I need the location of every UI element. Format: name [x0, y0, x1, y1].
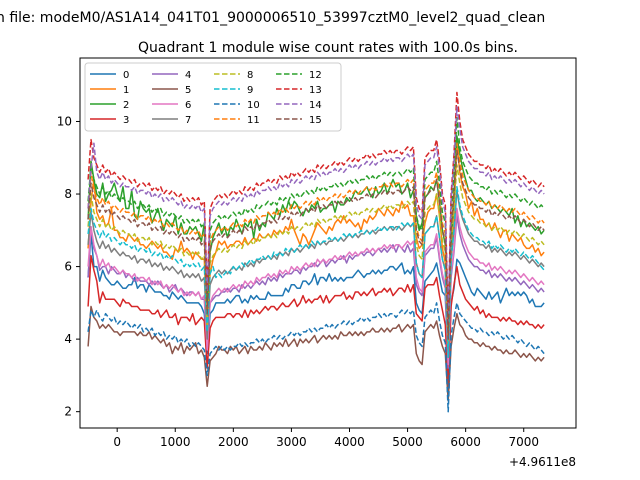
- legend-label-13: 13: [309, 85, 322, 96]
- y-axis: 2 4 6 8 10: [57, 114, 80, 419]
- series-line-15: [87, 149, 545, 340]
- legend-label-6: 6: [185, 100, 191, 111]
- series-line-5: [87, 305, 545, 402]
- legend-label-8: 8: [247, 70, 253, 81]
- series-line-1: [87, 142, 545, 359]
- legend-label-14: 14: [309, 100, 322, 111]
- legend-label-15: 15: [309, 115, 322, 126]
- series-line-7: [87, 189, 545, 359]
- y-tick-label: 4: [64, 332, 72, 346]
- x-axis: 0 1000 2000 3000 4000 5000 6000 7000: [113, 428, 539, 449]
- series-line-3: [87, 254, 545, 391]
- legend-label-9: 9: [247, 85, 253, 96]
- legend-label-4: 4: [185, 70, 191, 81]
- series-line-6: [87, 207, 545, 366]
- legend-label-11: 11: [247, 115, 260, 126]
- series-line-10: [87, 302, 545, 413]
- series-line-13: [87, 91, 545, 319]
- axes-frame: [79, 57, 577, 429]
- series-line-12: [87, 117, 545, 329]
- series-line-14: [87, 106, 545, 322]
- x-tick-label: 5000: [392, 435, 423, 449]
- legend-label-10: 10: [247, 100, 260, 111]
- x-tick-label: 4000: [334, 435, 365, 449]
- legend-label-2: 2: [123, 100, 129, 111]
- series-line-8: [87, 164, 545, 348]
- legend-label-12: 12: [309, 70, 322, 81]
- x-tick-label: 7000: [508, 435, 539, 449]
- x-tick-label: 3000: [276, 435, 307, 449]
- chart-title: Quadrant 1 module wise count rates with …: [138, 40, 518, 56]
- legend-label-0: 0: [123, 70, 129, 81]
- x-offset-label: +4.9611e8: [509, 455, 576, 469]
- series-line-11: [87, 142, 545, 337]
- series-layer: [87, 91, 545, 413]
- legend-box: [84, 62, 342, 132]
- legend-label-1: 1: [123, 85, 129, 96]
- x-tick-label: 2000: [218, 435, 249, 449]
- legend-label-5: 5: [185, 85, 191, 96]
- series-line-0: [87, 233, 545, 377]
- y-tick-label: 8: [64, 187, 72, 201]
- x-tick-label: 6000: [450, 435, 481, 449]
- figure-suptitle: n file: modeM0/AS1A14_041T01_9000006510_…: [0, 10, 545, 26]
- x-tick-label: 1000: [160, 435, 191, 449]
- legend-label-7: 7: [185, 115, 191, 126]
- y-tick-label: 6: [64, 260, 72, 274]
- legend-label-3: 3: [123, 115, 129, 126]
- series-line-9: [87, 186, 545, 359]
- x-tick-label: 0: [113, 435, 121, 449]
- y-tick-label: 2: [64, 405, 72, 419]
- y-tick-label: 10: [57, 114, 72, 128]
